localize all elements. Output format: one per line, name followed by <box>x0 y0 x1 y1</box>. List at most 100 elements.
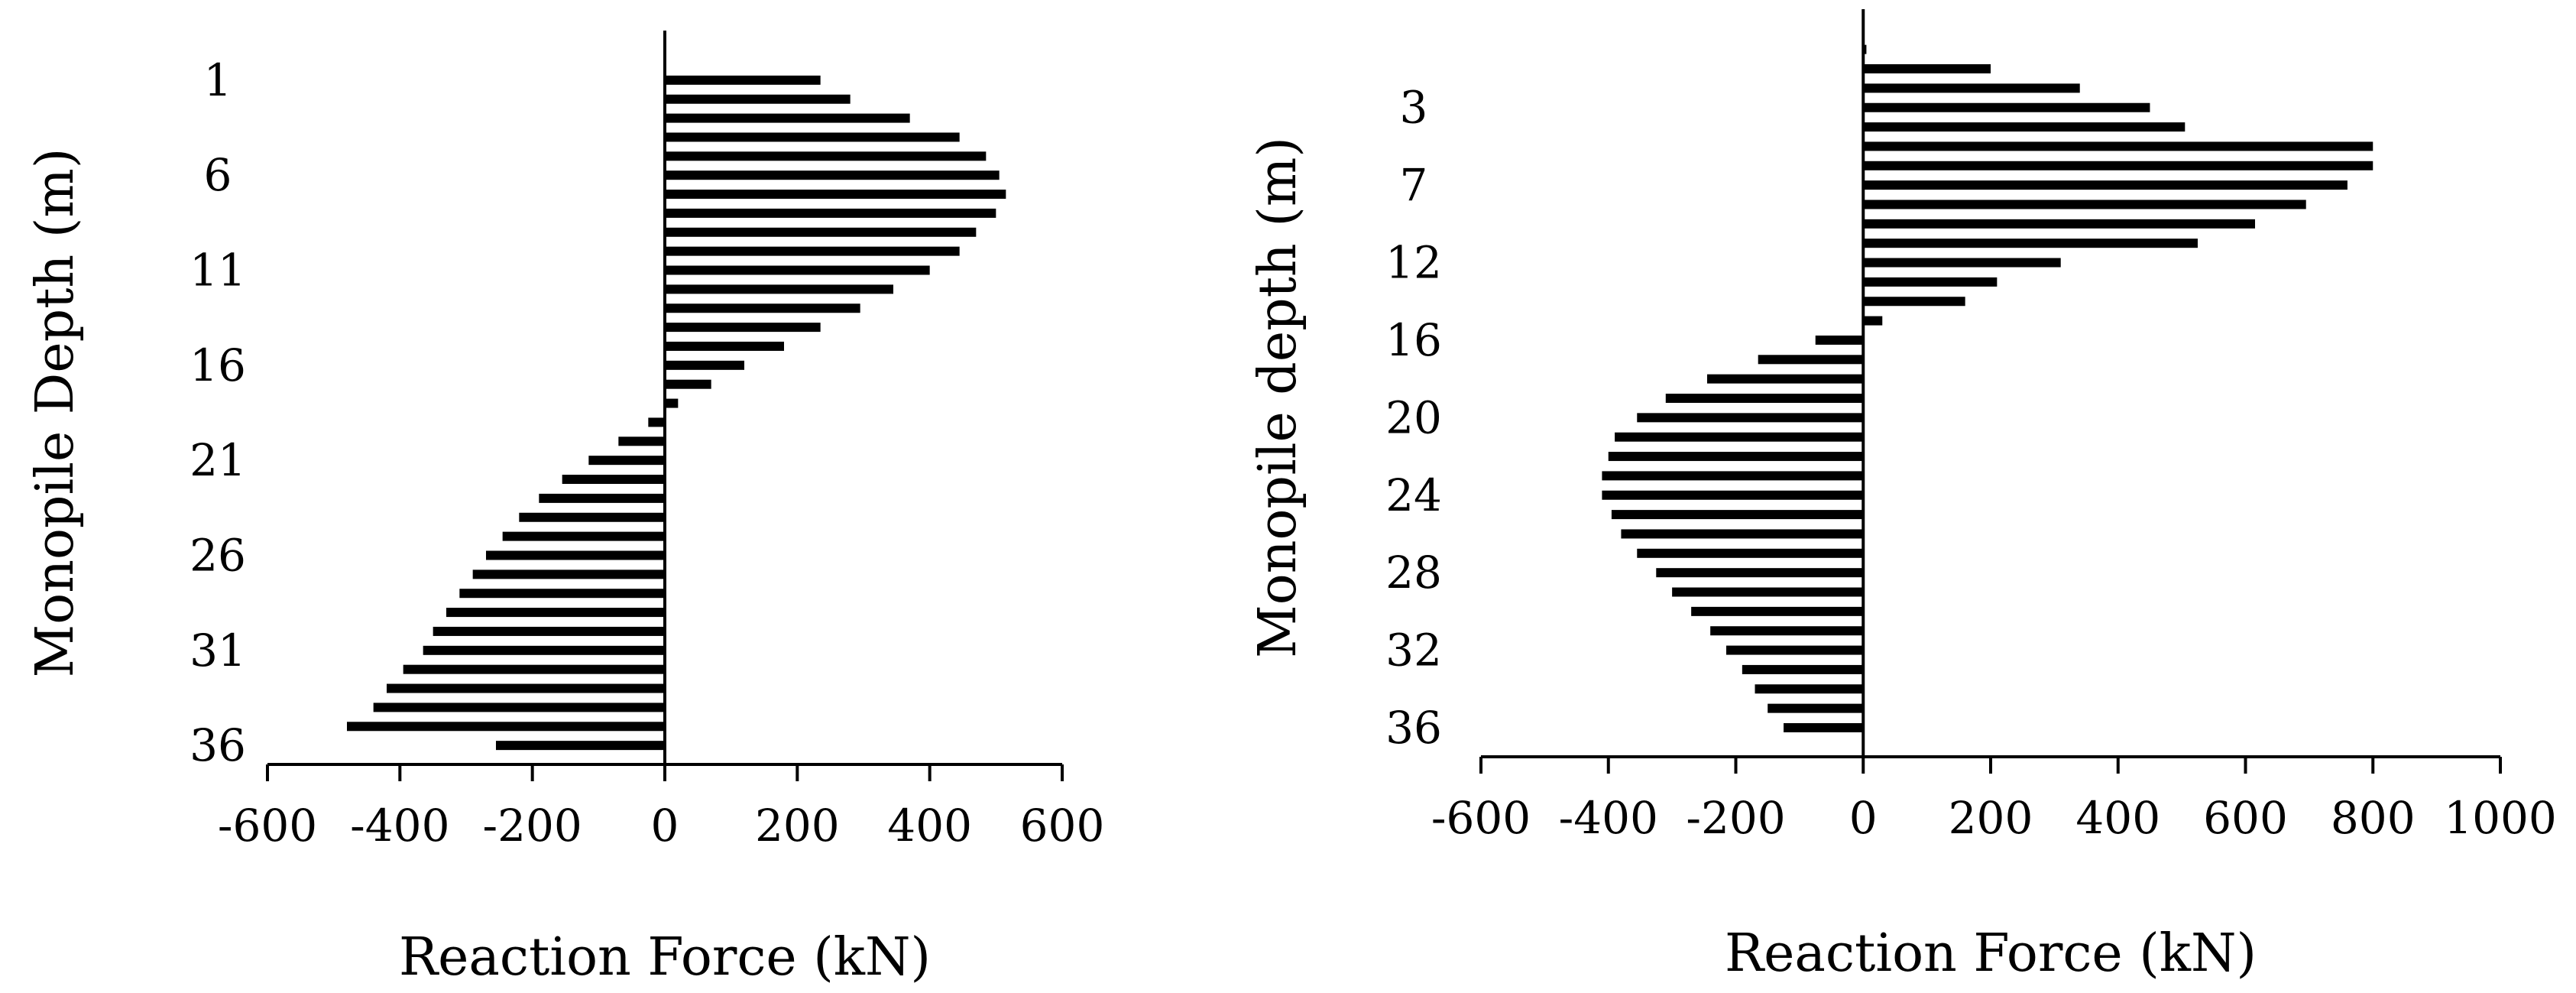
right-y-tick-label: 32 <box>1385 625 1442 677</box>
left-bar <box>446 608 665 618</box>
left-bar <box>665 94 851 104</box>
right-bar <box>1863 161 2373 170</box>
right-y-tick-label: 24 <box>1385 469 1442 521</box>
right-bar <box>1637 548 1864 558</box>
right-bar <box>1602 471 1864 481</box>
right-bar <box>1863 102 2150 112</box>
left-x-tick-label: 400 <box>887 800 972 852</box>
left-bar <box>562 475 665 485</box>
left-x-tick-label: 600 <box>1020 800 1105 852</box>
left-bar <box>665 303 860 313</box>
right-x-tick-label: -600 <box>1431 792 1531 844</box>
left-bar <box>665 323 821 333</box>
right-bar <box>1863 141 2373 151</box>
left-bar <box>665 246 960 256</box>
left-bar <box>496 741 665 751</box>
right-bar <box>1725 645 1864 655</box>
left-y-tick-label: 21 <box>190 434 246 486</box>
chart-right: Reaction Force (kN) Monopile depth (m) -… <box>1248 9 2557 984</box>
right-bar <box>1768 703 1864 713</box>
right-x-tick-label: 400 <box>2075 792 2160 844</box>
right-bar <box>1863 239 2198 248</box>
right-bar <box>1691 606 1864 616</box>
left-bar <box>373 703 665 712</box>
left-y-tick-label: 1 <box>204 54 232 106</box>
left-bar <box>665 190 1006 200</box>
left-y-tick-label: 31 <box>190 625 246 677</box>
left-x-tick-label: -200 <box>483 800 582 852</box>
right-bar <box>1742 664 1864 674</box>
left-bar <box>665 227 977 237</box>
right-x-tick-label: 0 <box>1849 792 1878 844</box>
left-bar <box>665 132 960 142</box>
right-x-tick-label: -400 <box>1559 792 1658 844</box>
left-x-tick-label: 0 <box>651 800 679 852</box>
left-bar <box>665 151 987 161</box>
left-bar <box>347 722 665 732</box>
left-bar <box>433 626 665 636</box>
left-bar <box>539 493 665 503</box>
left-y-tick-label: 11 <box>190 245 246 297</box>
left-bar <box>486 550 665 560</box>
left-bar <box>665 265 930 275</box>
right-y-tick-label: 3 <box>1400 82 1428 134</box>
right-y-axis-label: Monopile depth (m) <box>1248 137 1308 658</box>
right-y-tick-label: 36 <box>1385 702 1442 754</box>
right-bar <box>1863 83 2080 93</box>
right-bar <box>1863 64 1991 74</box>
left-bar <box>665 170 1000 180</box>
left-y-tick-label: 36 <box>190 719 246 771</box>
right-x-tick-label: 800 <box>2331 792 2416 844</box>
right-bar <box>1863 180 2348 190</box>
left-bar <box>403 664 665 674</box>
right-bar <box>1615 432 1864 442</box>
right-bar <box>1602 490 1864 500</box>
right-bar <box>1863 316 1883 326</box>
left-bar <box>472 570 665 579</box>
right-bar <box>1784 722 1864 732</box>
right-bar <box>1710 626 1864 636</box>
right-y-tick-label: 7 <box>1400 159 1428 211</box>
left-bar <box>423 645 665 655</box>
left-bar <box>665 284 893 294</box>
left-y-axis-label: Monopile Depth (m) <box>25 148 86 678</box>
left-bar <box>665 341 784 351</box>
right-bar <box>1672 587 1864 597</box>
left-bar <box>665 360 744 370</box>
left-bar <box>665 379 711 389</box>
left-bar <box>665 113 910 123</box>
chart-left: Reaction Force (kN) Monopile Depth (m) -… <box>25 31 1104 988</box>
left-x-axis-label: Reaction Force (kN) <box>399 927 931 988</box>
right-bar <box>1637 413 1864 423</box>
right-bar <box>1758 355 1864 365</box>
left-x-tick-label: -600 <box>218 800 317 852</box>
right-bar <box>1815 335 1864 345</box>
right-bar <box>1621 529 1864 539</box>
right-y-tick-label: 12 <box>1385 237 1442 289</box>
right-bar <box>1665 394 1864 403</box>
right-y-tick-label: 28 <box>1385 547 1442 599</box>
left-y-tick-label: 16 <box>190 339 246 391</box>
left-bar <box>519 512 665 522</box>
left-bar <box>502 531 665 541</box>
left-bar <box>665 398 679 408</box>
left-bar <box>588 456 665 466</box>
right-bar <box>1656 568 1864 578</box>
left-bar <box>618 436 665 446</box>
right-bar <box>1863 297 1965 307</box>
left-bar <box>665 75 821 85</box>
right-bar <box>1611 510 1864 520</box>
left-y-tick-label: 26 <box>190 529 246 581</box>
left-x-tick-label: 200 <box>755 800 840 852</box>
left-y-tick-label: 6 <box>204 149 232 201</box>
left-bar <box>387 683 665 693</box>
right-y-tick-label: 20 <box>1385 391 1442 443</box>
right-bar <box>1863 200 2306 209</box>
right-bar <box>1863 122 2186 132</box>
right-bar <box>1863 277 1998 287</box>
right-bar <box>1863 44 1867 54</box>
right-bar <box>1608 452 1864 462</box>
left-bar <box>648 417 665 427</box>
right-x-axis-label: Reaction Force (kN) <box>1725 923 2257 984</box>
